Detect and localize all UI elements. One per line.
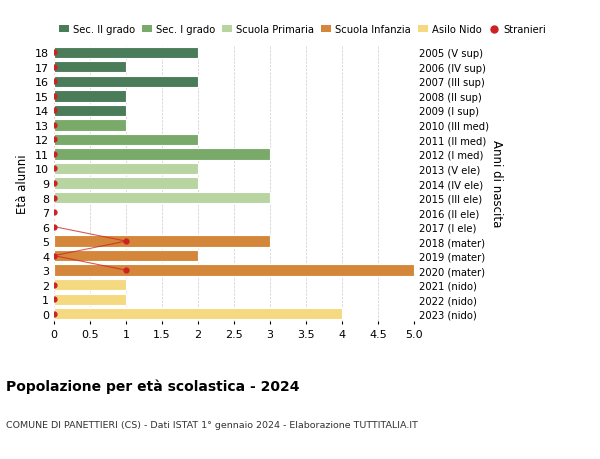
Y-axis label: Anni di nascita: Anni di nascita	[490, 140, 503, 227]
Bar	[54, 120, 126, 131]
Bar	[54, 163, 198, 175]
Legend: Sec. II grado, Sec. I grado, Scuola Primaria, Scuola Infanzia, Asilo Nido, Stran: Sec. II grado, Sec. I grado, Scuola Prim…	[59, 25, 545, 35]
Bar	[54, 178, 198, 189]
Bar	[54, 294, 126, 305]
Bar	[54, 149, 270, 160]
Y-axis label: Età alunni: Età alunni	[16, 154, 29, 213]
Bar	[54, 280, 126, 291]
Bar	[54, 47, 198, 59]
Bar	[54, 106, 126, 117]
Bar	[54, 192, 270, 204]
Bar	[54, 77, 198, 88]
Bar	[54, 236, 270, 247]
Text: Popolazione per età scolastica - 2024: Popolazione per età scolastica - 2024	[6, 379, 299, 393]
Bar	[54, 251, 198, 262]
Bar	[54, 265, 414, 276]
Bar	[54, 91, 126, 102]
Bar	[54, 308, 342, 320]
Bar	[54, 62, 126, 73]
Bar	[54, 134, 198, 146]
Text: COMUNE DI PANETTIERI (CS) - Dati ISTAT 1° gennaio 2024 - Elaborazione TUTTITALIA: COMUNE DI PANETTIERI (CS) - Dati ISTAT 1…	[6, 420, 418, 429]
